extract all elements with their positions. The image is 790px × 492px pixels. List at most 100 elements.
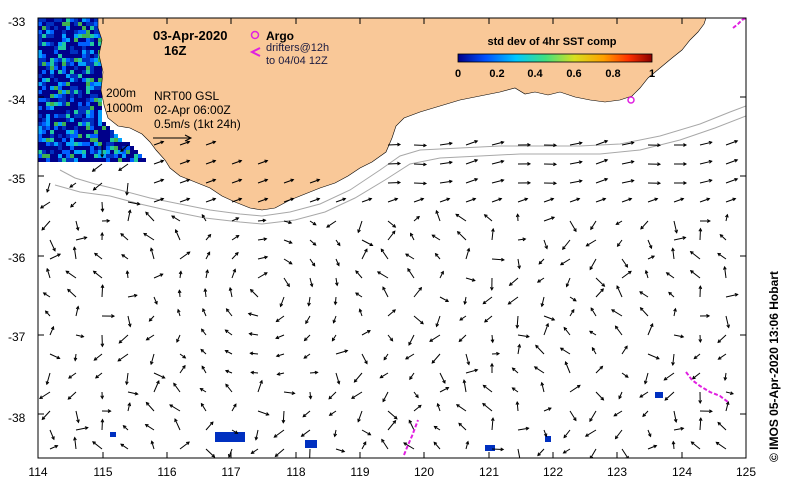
current-arrow xyxy=(413,198,424,203)
current-arrow xyxy=(563,429,571,438)
sst-cell xyxy=(86,42,90,46)
sst-cell xyxy=(94,42,98,46)
current-arrow-head xyxy=(302,413,307,418)
current-arrow-head xyxy=(235,235,240,239)
current-arrow xyxy=(143,233,155,241)
current-arrow-head xyxy=(601,283,606,287)
sst-cell xyxy=(42,134,46,138)
current-arrow xyxy=(613,410,623,417)
current-arrow xyxy=(569,410,577,421)
sst-cell xyxy=(86,142,90,146)
current-arrow-head xyxy=(83,236,88,240)
sst-cell xyxy=(42,26,46,30)
current-arrow xyxy=(491,228,494,241)
current-arrow-head xyxy=(118,339,123,344)
current-arrow xyxy=(413,182,427,184)
current-arrow-head xyxy=(511,367,516,372)
sst-cell xyxy=(42,38,46,42)
current-arrow xyxy=(151,441,155,450)
current-arrow xyxy=(403,442,415,450)
current-arrow xyxy=(595,277,605,287)
sst-cell xyxy=(50,110,54,114)
current-arrow xyxy=(75,236,87,241)
current-arrow-head xyxy=(69,184,74,188)
current-arrow xyxy=(405,353,415,360)
current-arrow xyxy=(250,352,259,355)
sst-cell xyxy=(74,34,78,38)
current-arrow-head xyxy=(717,421,722,426)
sst-cell xyxy=(66,122,70,126)
sst-cell xyxy=(42,54,46,58)
current-arrow-head xyxy=(409,376,413,381)
current-vectors xyxy=(39,139,739,458)
current-arrow xyxy=(127,403,131,412)
sst-cell xyxy=(54,42,58,46)
current-arrow xyxy=(690,251,701,260)
current-arrow-head xyxy=(723,265,727,270)
current-arrow-head xyxy=(389,337,394,342)
current-arrow xyxy=(179,271,182,279)
sst-cell xyxy=(70,54,74,58)
current-arrow xyxy=(41,410,51,420)
sst-cell xyxy=(50,78,54,82)
sst-cell xyxy=(54,142,58,146)
current-arrow-head xyxy=(250,370,255,375)
credit-text: © IMOS 05-Apr-2020 13:06 Hobart xyxy=(767,271,781,462)
y-tick-label: -37 xyxy=(8,330,26,344)
current-arrow-head xyxy=(275,318,280,323)
sst-cell xyxy=(94,146,98,150)
current-arrow xyxy=(328,391,337,400)
current-arrow-head xyxy=(604,177,609,182)
current-arrow xyxy=(205,198,216,203)
current-arrow-head xyxy=(224,369,229,374)
current-arrow-head xyxy=(75,226,80,232)
sst-cell xyxy=(66,102,70,106)
sst-cell xyxy=(122,158,126,162)
sst-cell xyxy=(78,58,82,62)
sst-cell xyxy=(50,82,54,86)
current-arrow xyxy=(276,315,285,322)
current-arrow-head xyxy=(448,141,453,146)
sst-cell xyxy=(82,26,86,30)
current-arrow xyxy=(484,214,493,222)
current-arrow-head xyxy=(281,419,286,424)
sst-cell xyxy=(98,98,102,102)
current-arrow-head xyxy=(563,326,568,331)
current-arrow xyxy=(640,220,649,230)
sst-cell xyxy=(50,58,54,62)
sst-cell xyxy=(38,110,42,114)
current-arrow-head xyxy=(435,209,439,214)
sst-cell xyxy=(54,114,58,118)
current-arrow-head xyxy=(435,323,440,328)
current-arrow-head xyxy=(186,140,191,145)
current-arrow-head xyxy=(588,330,593,335)
current-arrow-head xyxy=(654,197,659,202)
current-arrow xyxy=(569,180,582,184)
current-arrow-head xyxy=(657,162,662,167)
current-arrow xyxy=(436,315,441,327)
sst-cell xyxy=(66,126,70,130)
current-arrow-head xyxy=(642,413,646,418)
sst-cell xyxy=(50,26,54,30)
sst-cell xyxy=(102,146,106,150)
sst-cell xyxy=(62,42,66,46)
current-arrow-head xyxy=(136,201,141,206)
sst-cell xyxy=(78,138,82,142)
current-arrow xyxy=(413,144,427,146)
sst-cell xyxy=(66,114,70,118)
sst-cell xyxy=(86,70,90,74)
sst-cell xyxy=(50,134,54,138)
sst-cell xyxy=(70,102,74,106)
current-arrow-head xyxy=(199,388,204,392)
current-arrow-head xyxy=(614,325,619,330)
drifters-label-line2: to 04/04 12Z xyxy=(266,55,328,67)
current-arrow-head xyxy=(67,396,72,400)
current-arrow xyxy=(153,273,163,279)
current-arrow xyxy=(283,391,295,394)
sst-cell xyxy=(78,42,82,46)
current-arrow xyxy=(672,248,675,260)
current-arrow xyxy=(673,410,677,422)
sst-cell xyxy=(38,90,42,94)
current-arrow xyxy=(590,307,597,317)
